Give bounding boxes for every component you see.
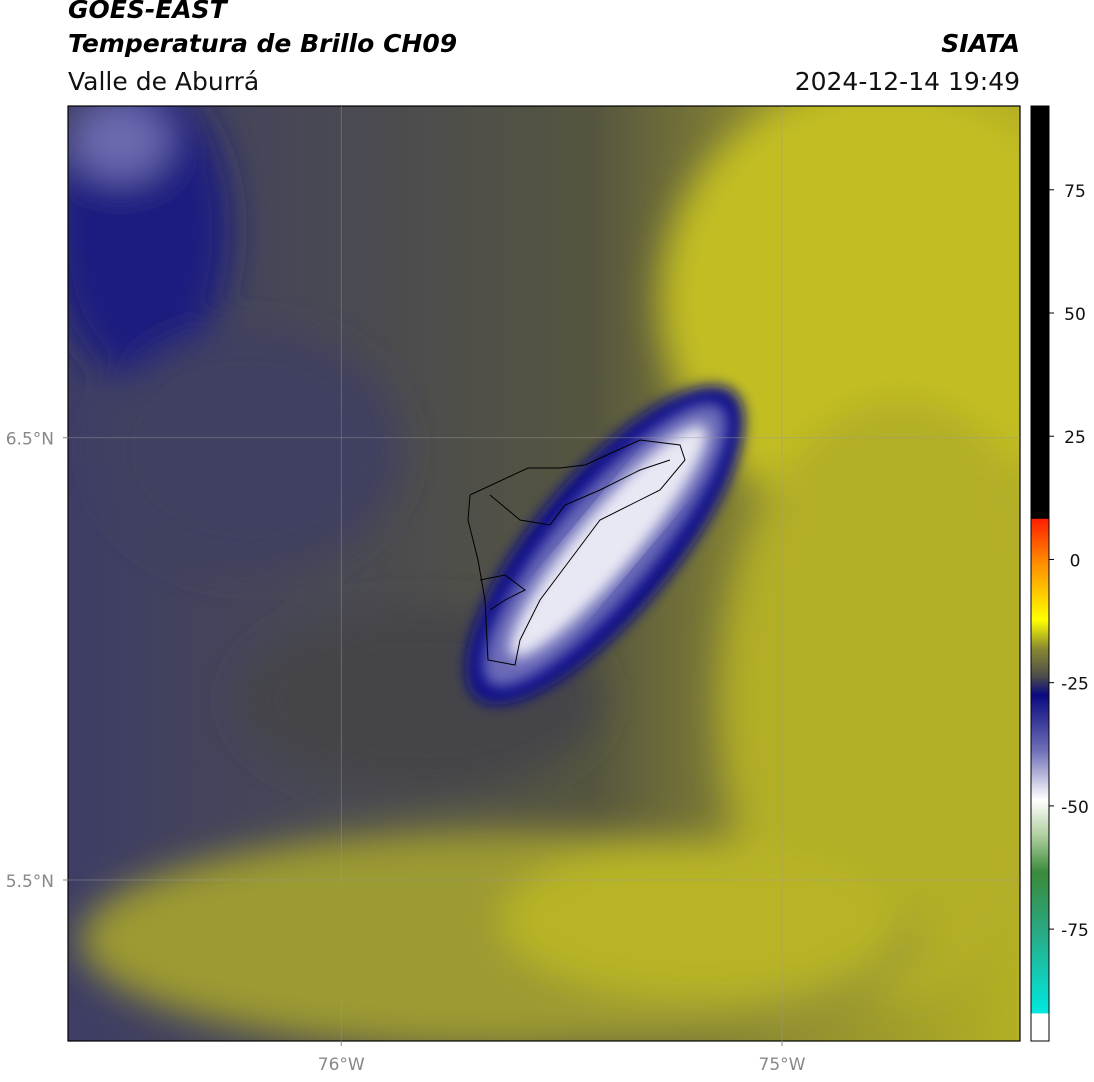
region: Valle de Aburrá <box>68 67 259 96</box>
colorbar-tick-label: 75 <box>1064 182 1086 202</box>
satellite-image <box>68 106 1020 1041</box>
source: SIATA <box>941 29 1020 58</box>
colorbar-tick-label: 0 <box>1070 551 1081 571</box>
y-tick-label: 6.5°N <box>6 430 54 450</box>
boundary <box>467 439 686 666</box>
x-tick-label: 75°W <box>759 1055 806 1075</box>
datetime: 2024-12-14 19:49 <box>795 67 1020 96</box>
boundary <box>479 574 526 611</box>
map-frame <box>67 105 1021 1042</box>
colorbar-tick-label: -75 <box>1061 921 1089 941</box>
boundary <box>489 459 671 526</box>
product: Temperatura de Brillo CH09 <box>68 29 457 58</box>
satellite: GOES-EAST <box>68 0 229 24</box>
colorbar-tick-label: 25 <box>1064 428 1086 448</box>
colorbar <box>1030 105 1050 1042</box>
y-tick-label: 5.5°N <box>6 872 54 892</box>
colorbar-tick-label: 50 <box>1064 305 1086 325</box>
storm-cell <box>465 385 745 705</box>
colorbar-tick-label: -25 <box>1061 675 1089 695</box>
x-tick-label: 76°W <box>318 1055 365 1075</box>
colorbar-tick-label: -50 <box>1061 798 1089 818</box>
